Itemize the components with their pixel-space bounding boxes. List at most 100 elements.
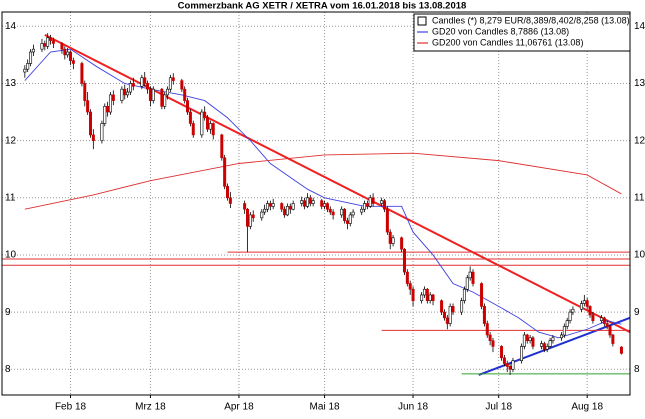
candle-body bbox=[280, 203, 284, 210]
legend-swatch bbox=[417, 16, 427, 26]
candle-body bbox=[46, 37, 50, 47]
candle-body bbox=[363, 203, 367, 210]
candle-body bbox=[465, 277, 469, 290]
y-tick-label: 8 bbox=[5, 364, 11, 375]
candle-body bbox=[108, 94, 112, 113]
candle-body bbox=[420, 294, 424, 301]
candle-body bbox=[345, 220, 349, 224]
candle-body bbox=[491, 340, 495, 347]
x-tick-label: Feb 18 bbox=[55, 402, 87, 413]
candle-body bbox=[411, 288, 415, 301]
candle-body bbox=[228, 197, 232, 204]
candle-body bbox=[408, 283, 412, 290]
candle-body bbox=[40, 43, 44, 50]
candle-body bbox=[545, 346, 549, 350]
candle-body bbox=[126, 91, 130, 96]
candle-body bbox=[380, 200, 384, 204]
candle-body bbox=[206, 117, 210, 130]
candle-body bbox=[340, 208, 344, 216]
candle-body bbox=[180, 80, 184, 90]
candle-body bbox=[371, 197, 375, 204]
y-tick-label-right: 9 bbox=[634, 307, 640, 318]
candle-body bbox=[128, 83, 132, 93]
candle-body bbox=[585, 300, 589, 307]
candle-body bbox=[168, 77, 172, 90]
candle-body bbox=[88, 111, 92, 136]
candle-body bbox=[480, 283, 484, 307]
candle-body bbox=[83, 83, 87, 101]
y-tick-label: 13 bbox=[5, 78, 17, 89]
candle-body bbox=[440, 300, 444, 313]
candle-body bbox=[63, 48, 67, 56]
candle-body bbox=[328, 208, 332, 213]
candle-body bbox=[66, 51, 70, 56]
candle-body bbox=[502, 357, 506, 364]
y-tick-label-right: 13 bbox=[634, 78, 645, 89]
candle-body bbox=[323, 203, 327, 207]
candle-body bbox=[565, 320, 569, 327]
candle-body bbox=[599, 317, 603, 321]
candle-body bbox=[448, 306, 452, 324]
candle-body bbox=[383, 200, 387, 210]
candle-body bbox=[331, 211, 335, 216]
candle-body bbox=[305, 197, 309, 207]
candle-body bbox=[248, 214, 252, 227]
candle-body bbox=[582, 300, 586, 304]
x-tick-label: Mrz 18 bbox=[135, 402, 166, 413]
candle-body bbox=[591, 314, 595, 321]
candle-body bbox=[285, 206, 289, 216]
candle-body bbox=[60, 43, 64, 50]
legend-label: GD200 von Candles 11,06761 (13.08) bbox=[432, 37, 583, 47]
candle-body bbox=[351, 211, 355, 216]
candle-body bbox=[86, 100, 90, 113]
candle-body bbox=[211, 123, 215, 136]
candle-body bbox=[191, 123, 195, 136]
candle-body bbox=[308, 197, 312, 204]
candle-body bbox=[146, 83, 150, 90]
candle-body bbox=[203, 111, 207, 119]
candle-body bbox=[183, 88, 187, 101]
candle-body bbox=[120, 88, 124, 101]
candle-body bbox=[311, 200, 315, 204]
candle-body bbox=[365, 203, 369, 207]
candle-body bbox=[520, 346, 524, 362]
candle-body bbox=[605, 323, 609, 327]
y-tick-label-right: 14 bbox=[634, 21, 645, 32]
candle-body bbox=[188, 111, 192, 124]
candle-body bbox=[505, 363, 509, 367]
candle-body bbox=[26, 63, 30, 70]
candle-body bbox=[100, 123, 104, 141]
candle-body bbox=[143, 77, 147, 84]
candle-body bbox=[611, 334, 615, 344]
x-tick-label: Jul 18 bbox=[485, 402, 512, 413]
chart-title: Commerzbank AG XETR / XETRA vom 16.01.20… bbox=[178, 1, 467, 12]
candle-body bbox=[303, 200, 307, 207]
y-tick-label: 14 bbox=[5, 21, 17, 32]
candle-body bbox=[220, 134, 224, 159]
candle-body bbox=[422, 288, 426, 296]
candle-body bbox=[548, 340, 552, 347]
y-tick-label-right: 11 bbox=[634, 192, 645, 203]
candle-body bbox=[245, 208, 249, 227]
candle-body bbox=[542, 343, 546, 350]
candle-body bbox=[385, 208, 389, 233]
candle-body bbox=[131, 83, 135, 87]
candle-body bbox=[226, 186, 230, 199]
candle-body bbox=[69, 51, 73, 61]
candle-body bbox=[602, 317, 606, 324]
legend-label: Candles (*) 8,279 EUR/8,389/8,402/8,258 … bbox=[432, 15, 630, 25]
candle-body bbox=[368, 197, 372, 207]
candle-body bbox=[163, 94, 167, 107]
candle-body bbox=[343, 208, 347, 221]
x-tick-label: Aug 18 bbox=[571, 402, 603, 413]
legend-box bbox=[413, 13, 631, 52]
candle-body bbox=[103, 106, 107, 124]
candle-body bbox=[200, 111, 204, 136]
y-tick-label-right: 8 bbox=[634, 364, 640, 375]
candle-body bbox=[471, 271, 475, 284]
candle-body bbox=[29, 51, 33, 64]
candle-body bbox=[400, 237, 404, 250]
candle-body bbox=[31, 48, 35, 53]
candle-body bbox=[263, 208, 267, 213]
